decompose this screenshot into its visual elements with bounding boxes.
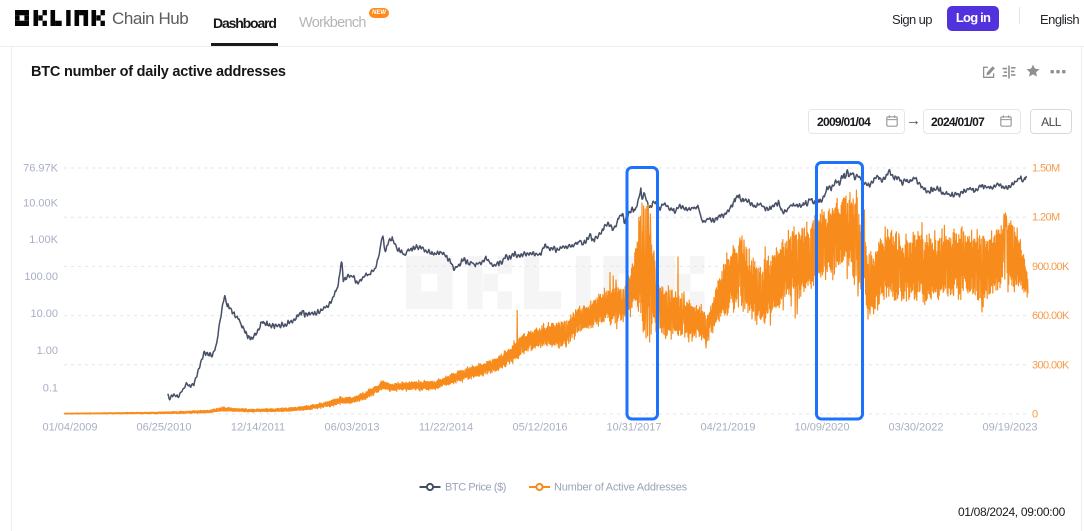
svg-text:0: 0 xyxy=(1032,409,1038,421)
svg-text:Number of Active Addresses: Number of Active Addresses xyxy=(554,482,688,494)
svg-text:04/21/2019: 04/21/2019 xyxy=(700,422,755,434)
svg-text:100.00: 100.00 xyxy=(24,271,58,283)
svg-text:10.00: 10.00 xyxy=(30,308,58,320)
svg-text:03/30/2022: 03/30/2022 xyxy=(888,422,943,434)
svg-text:10.00K: 10.00K xyxy=(23,198,59,210)
svg-text:300.00K: 300.00K xyxy=(1032,359,1070,371)
svg-text:10/31/2017: 10/31/2017 xyxy=(606,422,661,434)
svg-text:06/25/2010: 06/25/2010 xyxy=(136,422,191,434)
svg-text:900.00K: 900.00K xyxy=(1032,261,1070,273)
svg-text:09/19/2023: 09/19/2023 xyxy=(982,422,1037,434)
svg-text:1.00: 1.00 xyxy=(37,345,58,357)
svg-text:12/14/2011: 12/14/2011 xyxy=(231,422,285,434)
svg-text:BTC Price ($): BTC Price ($) xyxy=(445,482,506,494)
svg-text:11/22/2014: 11/22/2014 xyxy=(419,422,473,434)
svg-text:1.50M: 1.50M xyxy=(1032,163,1060,175)
svg-text:10/09/2020: 10/09/2020 xyxy=(794,422,849,434)
svg-text:06/03/2013: 06/03/2013 xyxy=(324,422,379,434)
svg-text:01/04/2009: 01/04/2009 xyxy=(42,422,97,434)
svg-text:600.00K: 600.00K xyxy=(1032,310,1070,322)
svg-text:1.20M: 1.20M xyxy=(1032,212,1060,224)
svg-text:76.97K: 76.97K xyxy=(23,163,59,175)
svg-text:1.00K: 1.00K xyxy=(29,234,58,246)
svg-text:05/12/2016: 05/12/2016 xyxy=(512,422,567,434)
svg-text:0.1: 0.1 xyxy=(43,383,58,395)
